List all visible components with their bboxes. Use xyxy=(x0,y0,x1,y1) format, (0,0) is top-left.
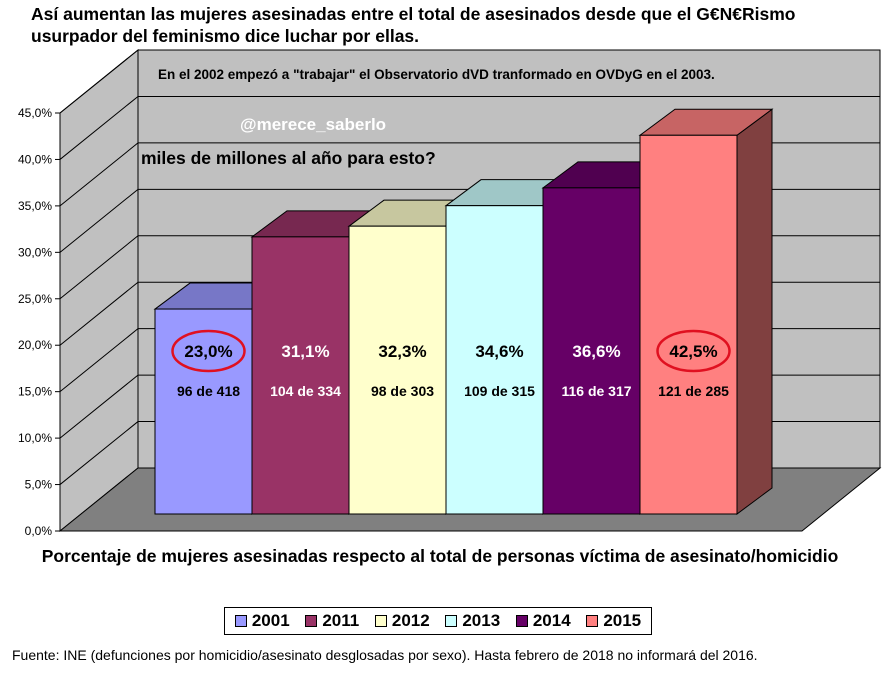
bar-2013 xyxy=(445,205,544,515)
legend-swatch xyxy=(445,615,458,627)
count-label-2011: 104 de 334 xyxy=(270,383,341,399)
y-tick-label: 30,0% xyxy=(18,245,52,259)
count-label-2001: 96 de 418 xyxy=(177,383,240,399)
legend-swatch xyxy=(234,615,247,627)
gridline xyxy=(59,142,880,207)
y-tick-label: 15,0% xyxy=(18,385,52,399)
value-label-2015: 42,5% xyxy=(669,342,717,361)
legend-item-2001: 2001 xyxy=(234,611,290,631)
legend-item-2013: 2013 xyxy=(445,611,500,631)
y-tick-label: 40,0% xyxy=(18,152,52,166)
legend-item-2014: 2014 xyxy=(515,611,571,631)
legend-label: 2012 xyxy=(391,611,430,630)
y-tick-label: 0,0% xyxy=(25,524,53,538)
legend-swatch xyxy=(515,615,528,627)
annotation-question: miles de millones al año para esto? xyxy=(141,148,436,168)
highlight-circle xyxy=(171,329,246,373)
y-tick-label: 5,0% xyxy=(25,478,53,492)
legend-label: 2001 xyxy=(251,611,290,630)
annotation-handle: @merece_saberlo xyxy=(240,115,386,134)
count-label-2013: 109 de 315 xyxy=(464,383,535,399)
gridline xyxy=(59,95,880,160)
gridline xyxy=(59,49,880,114)
bar-side-2015 xyxy=(736,108,773,515)
value-label-2001: 23,0% xyxy=(184,342,232,361)
value-label-2012: 32,3% xyxy=(378,342,426,361)
value-label-2014: 36,6% xyxy=(572,342,620,361)
legend-label: 2014 xyxy=(532,611,571,630)
bar-2011 xyxy=(251,236,350,515)
side-wall xyxy=(59,48,139,533)
bar-2015 xyxy=(639,134,738,515)
value-label-2013: 34,6% xyxy=(475,342,523,361)
y-tick-label: 45,0% xyxy=(18,106,52,120)
x-axis-caption: Porcentaje de mujeres asesinadas respect… xyxy=(41,546,839,566)
y-tick-label: 20,0% xyxy=(18,338,52,352)
legend-label: 2015 xyxy=(603,611,642,630)
legend-item-2011: 2011 xyxy=(305,611,359,631)
legend-item-2015: 2015 xyxy=(586,611,641,631)
legend-item-2012: 2012 xyxy=(374,611,430,631)
legend-swatch xyxy=(586,615,599,627)
count-label-2014: 116 de 317 xyxy=(561,383,631,399)
count-label-2012: 98 de 303 xyxy=(371,383,434,399)
highlight-circle xyxy=(656,329,731,373)
bar-2014 xyxy=(542,187,641,515)
chart-plot: 0,0% 5,0% 10,0% 15,0% 20,0% 25,0% 30,0% 35,0% 40… xyxy=(18,48,882,538)
bar-2001 xyxy=(154,308,253,515)
annotation-note: En el 2002 empezó a "trabajar" el Observ… xyxy=(158,67,715,82)
y-tick-label: 35,0% xyxy=(18,199,52,213)
source-note: Fuente: INE (defunciones por homicidio/a… xyxy=(12,647,758,663)
legend-label: 2013 xyxy=(462,611,501,630)
count-label-2015: 121 de 285 xyxy=(658,383,729,399)
y-tick-label: 10,0% xyxy=(18,431,52,445)
legend-swatch xyxy=(305,615,318,627)
y-tick-label: 25,0% xyxy=(18,292,52,306)
value-label-2011: 31,1% xyxy=(281,342,329,361)
chart-title: Así aumentan las mujeres asesinadas entr… xyxy=(31,4,796,46)
bar-2012 xyxy=(348,225,447,515)
legend-label: 2011 xyxy=(322,611,360,630)
legend-swatch xyxy=(374,615,387,627)
legend: 2001 2011 2012 2013 2014 2015 xyxy=(224,607,652,635)
